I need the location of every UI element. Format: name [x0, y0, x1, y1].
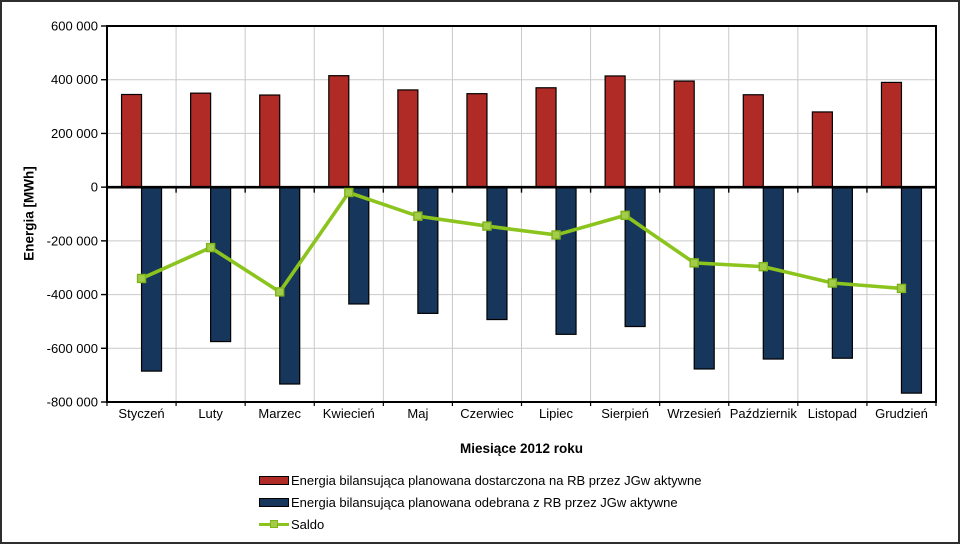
- saldo-line: [140, 190, 902, 295]
- legend-swatch-odebrana: [259, 498, 289, 507]
- bar-dostarczona: [120, 93, 143, 188]
- bar-dostarczona: [742, 94, 764, 188]
- bar-odebrana: [693, 186, 715, 370]
- legend: Energia bilansująca planowana dostarczon…: [259, 471, 701, 534]
- legend-item-saldo: Saldo: [259, 515, 701, 534]
- x-category-label: Grudzień: [875, 406, 928, 421]
- x-axis-title: Miesiące 2012 roku: [459, 441, 584, 456]
- bar-odebrana: [624, 186, 646, 328]
- bar-dostarczona: [397, 89, 419, 188]
- saldo-marker: [620, 210, 630, 221]
- bar-dostarczona: [811, 111, 833, 188]
- saldo-marker: [205, 242, 216, 253]
- legend-item-dostarczona: Energia bilansująca planowana dostarczon…: [259, 471, 701, 490]
- bar-dostarczona: [328, 75, 350, 188]
- y-tick-label: -200 000: [47, 233, 98, 248]
- y-tick-label: 600 000: [51, 19, 98, 34]
- x-category-label: Maj: [407, 406, 428, 421]
- bar-dostarczona: [673, 80, 695, 188]
- saldo-marker: [758, 261, 768, 272]
- bar-odebrana: [348, 186, 370, 305]
- y-tick-label: 200 000: [51, 126, 98, 141]
- legend-swatch-saldo: [259, 519, 289, 530]
- y-tick-label: -600 000: [47, 341, 98, 356]
- saldo-marker: [551, 230, 561, 240]
- saldo-marker: [344, 187, 354, 198]
- bar-dostarczona: [880, 81, 903, 188]
- saldo-marker: [896, 283, 907, 294]
- saldo-marker: [136, 273, 147, 284]
- bar-odebrana: [762, 186, 784, 360]
- x-category-label: Marzec: [258, 406, 301, 421]
- y-tick-label: 400 000: [51, 72, 98, 87]
- bar-odebrana: [486, 186, 508, 321]
- x-category-label: Styczeń: [118, 406, 164, 421]
- x-category-label: Luty: [198, 406, 223, 421]
- saldo-marker: [482, 221, 492, 231]
- saldo-marker: [275, 287, 285, 297]
- bar-dostarczona: [259, 94, 281, 188]
- saldo-marker: [413, 211, 423, 221]
- plot-frame: [106, 25, 937, 403]
- saldo-marker: [827, 278, 838, 288]
- bar-dostarczona: [604, 75, 626, 188]
- legend-item-odebrana: Energia bilansująca planowana odebrana z…: [259, 493, 701, 512]
- legend-label-odebrana: Energia bilansująca planowana odebrana z…: [291, 495, 678, 510]
- legend-saldo-marker-icon: [270, 520, 278, 528]
- x-category-label: Październik: [730, 406, 798, 421]
- bar-odebrana: [555, 186, 577, 335]
- y-tick-label: 0: [91, 180, 98, 195]
- x-category-label: Lipiec: [539, 406, 573, 421]
- x-category-label: Sierpień: [601, 406, 649, 421]
- bar-dostarczona: [466, 93, 488, 188]
- legend-label-saldo: Saldo: [291, 517, 325, 532]
- legend-label-dostarczona: Energia bilansująca planowana dostarczon…: [291, 473, 702, 488]
- bar-odebrana: [210, 186, 232, 343]
- x-category-label: Listopad: [808, 406, 857, 421]
- y-tick-label: -400 000: [47, 287, 98, 302]
- y-tick-label: -800 000: [47, 395, 98, 410]
- bar-odebrana: [831, 186, 853, 359]
- bar-dostarczona: [190, 92, 212, 188]
- x-category-label: Wrzesień: [667, 406, 721, 421]
- bar-dostarczona: [535, 87, 557, 188]
- bar-odebrana: [417, 186, 439, 314]
- legend-swatch-dostarczona: [259, 476, 289, 485]
- x-category-label: Kwiecień: [323, 406, 375, 421]
- saldo-marker: [689, 258, 699, 268]
- x-category-label: Czerwiec: [460, 406, 514, 421]
